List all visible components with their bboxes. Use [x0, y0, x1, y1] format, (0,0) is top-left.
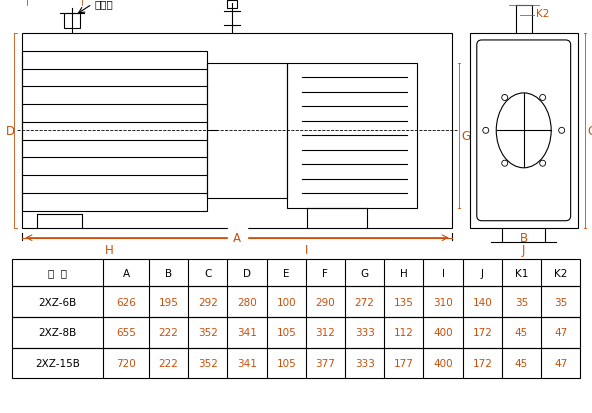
Text: 280: 280 [237, 297, 257, 307]
Text: 112: 112 [394, 328, 414, 337]
Text: 626: 626 [116, 297, 136, 307]
Text: 进气口: 进气口 [94, 0, 113, 9]
Bar [470, 34, 578, 228]
Text: 222: 222 [159, 358, 179, 368]
Text: 172: 172 [472, 328, 492, 337]
Text: 292: 292 [198, 297, 218, 307]
Bar [287, 64, 417, 208]
Text: I: I [305, 244, 308, 256]
Text: 2XZ-8B: 2XZ-8B [38, 328, 76, 337]
Bar [227, 1, 237, 9]
Text: H: H [400, 268, 408, 278]
Text: 47: 47 [554, 328, 567, 337]
Text: 333: 333 [355, 328, 375, 337]
Bar [22, 52, 207, 211]
Text: 341: 341 [237, 328, 257, 337]
Bar [12, 287, 580, 317]
Text: A: A [233, 232, 241, 244]
Bar [12, 259, 580, 287]
Text: C: C [204, 268, 211, 278]
Text: G: G [361, 268, 369, 278]
Bar [12, 348, 580, 378]
Text: B: B [165, 268, 172, 278]
Text: 135: 135 [394, 297, 414, 307]
Bar [65, 14, 81, 29]
Text: 400: 400 [433, 358, 453, 368]
Text: 272: 272 [355, 297, 375, 307]
Text: 105: 105 [276, 328, 296, 337]
Text: 45: 45 [515, 328, 528, 337]
Text: 47: 47 [554, 358, 567, 368]
Text: K2: K2 [554, 268, 567, 278]
Text: 720: 720 [116, 358, 136, 368]
Text: 105: 105 [276, 358, 296, 368]
Text: 290: 290 [316, 297, 335, 307]
Text: 100: 100 [276, 297, 296, 307]
Text: 35: 35 [554, 297, 567, 307]
Text: J: J [481, 268, 484, 278]
Text: F: F [323, 268, 329, 278]
Text: 377: 377 [316, 358, 335, 368]
Text: 400: 400 [433, 328, 453, 337]
Text: I: I [442, 268, 445, 278]
Text: 172: 172 [472, 358, 492, 368]
Text: C: C [588, 125, 592, 138]
Bar [12, 317, 580, 348]
Text: 2XZ-15B: 2XZ-15B [35, 358, 80, 368]
Text: 177: 177 [394, 358, 414, 368]
Text: H: H [105, 244, 114, 256]
Bar [22, 34, 452, 228]
Text: 222: 222 [159, 328, 179, 337]
Text: B: B [520, 232, 528, 244]
Text: 2XZ-6B: 2XZ-6B [38, 297, 76, 307]
Text: K2: K2 [536, 9, 549, 19]
Text: 型  号: 型 号 [48, 268, 67, 278]
Text: 310: 310 [433, 297, 453, 307]
Text: K1: K1 [515, 268, 528, 278]
Text: 341: 341 [237, 358, 257, 368]
Bar [207, 64, 287, 198]
Text: 312: 312 [316, 328, 335, 337]
Text: G: G [462, 130, 471, 142]
Text: J: J [522, 244, 526, 256]
Text: D: D [243, 268, 251, 278]
Text: E: E [283, 268, 289, 278]
Text: D: D [6, 125, 15, 138]
Text: 195: 195 [159, 297, 179, 307]
Text: 352: 352 [198, 358, 218, 368]
Text: A: A [123, 268, 130, 278]
Text: 655: 655 [116, 328, 136, 337]
Text: 333: 333 [355, 358, 375, 368]
Text: 35: 35 [515, 297, 528, 307]
Text: 140: 140 [472, 297, 492, 307]
Text: 45: 45 [515, 358, 528, 368]
Text: 352: 352 [198, 328, 218, 337]
